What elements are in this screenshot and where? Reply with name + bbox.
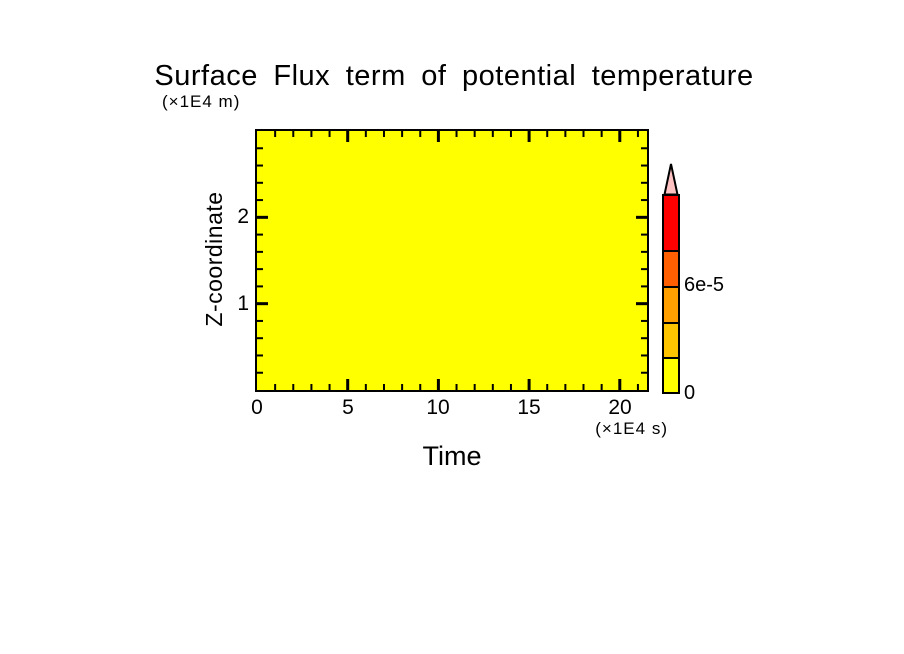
x-tick-label-10: 10 [426,396,450,419]
colorbar-segment [664,250,678,286]
x-tick-label-15: 15 [517,396,541,419]
colorbar-segment [664,357,678,392]
y-tick-label-1: 1 [237,292,249,315]
colorbar-overflow-triangle-icon [663,163,679,196]
plot-area [255,129,649,392]
y-tick-label-2: 2 [237,205,249,228]
x-axis-units-label: (×1E4 s) [595,419,668,438]
colorbar-label-0: 0 [684,382,696,404]
chart-title: Surface Flux term of potential temperatu… [154,60,754,92]
x-axis-title: Time [422,441,482,471]
colorbar-segment [664,322,678,357]
colorbar-segment [664,286,678,322]
x-tick-label-20: 20 [608,396,632,419]
x-tick-label-0: 0 [251,396,263,419]
colorbar-segment [664,196,678,250]
colorbar [662,194,680,394]
plot-ticks-svg [257,131,647,390]
x-tick-label-5: 5 [342,396,354,419]
triangle-shape [663,163,679,196]
colorbar-label-6e-5: 6e-5 [684,274,725,296]
y-axis-units-label: (×1E4 m) [162,92,241,111]
